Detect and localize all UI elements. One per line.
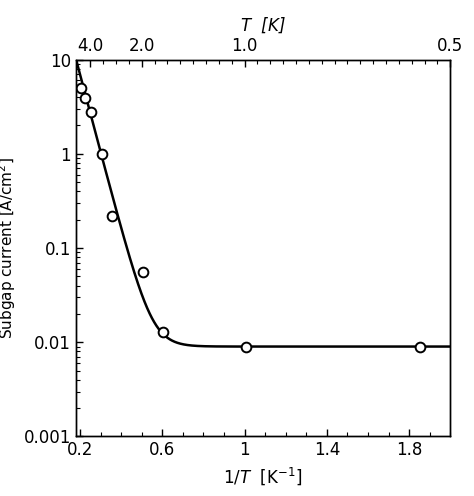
X-axis label: $T$  [K]: $T$ [K] xyxy=(240,16,286,35)
X-axis label: 1/$T$  [K$^{-1}$]: 1/$T$ [K$^{-1}$] xyxy=(223,465,303,487)
Y-axis label: Subgap current [A/cm$^2$]: Subgap current [A/cm$^2$] xyxy=(0,157,18,339)
